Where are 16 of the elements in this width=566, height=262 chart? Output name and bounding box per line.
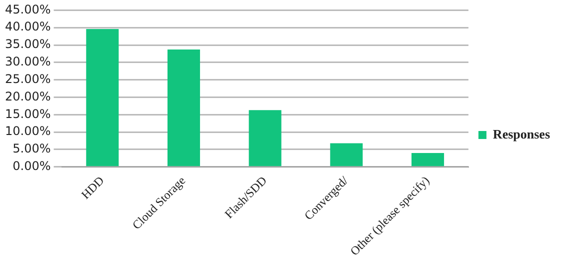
bar [330,143,363,166]
y-tick-label: 25.00% [4,72,51,86]
bar [248,110,282,166]
legend-label: Responses [492,126,550,142]
y-tick-label: 20.00% [4,89,51,104]
bar [412,152,444,166]
y-tick-label: 15.00% [4,106,51,121]
y-tick-label: 35.00% [4,37,51,52]
bar [167,50,200,166]
y-tick-label: 0.00% [12,159,51,174]
y-tick-label: 30.00% [4,54,51,69]
y-tick-label: 5.00% [12,142,51,156]
y-tick-label: 45.00% [4,2,51,16]
y-tick-label: 40.00% [4,20,51,34]
y-tick-label: 10.00% [4,124,51,138]
bar [86,29,119,166]
